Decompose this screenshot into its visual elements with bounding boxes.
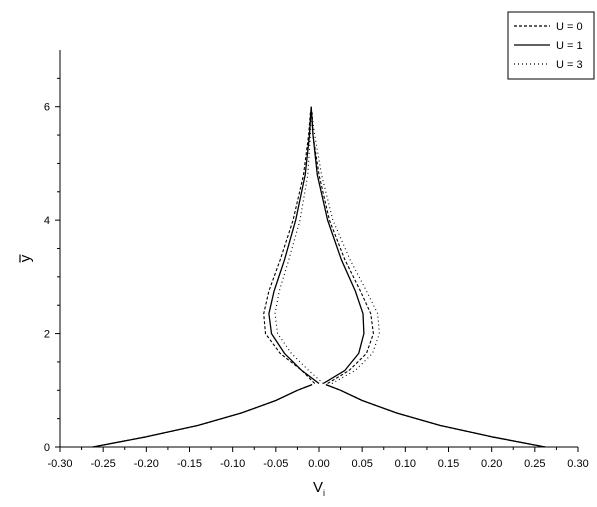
y-axis-title-group: y [17,254,34,263]
series-3-curve-2 [325,384,546,448]
x-tick-label: -0.05 [263,458,288,470]
y-tick-label: 2 [44,329,50,341]
y-tick-label: 0 [44,442,50,454]
legend-label: U = 1 [556,40,583,52]
y-axis-ticks: 0 2 4 6 [44,77,60,454]
series-3-curve-1 [92,384,313,448]
series-2 [92,106,546,448]
series-2-curve-3 [268,106,320,385]
x-tick-label: -0.10 [220,458,245,470]
y-tick-label: 4 [44,215,50,227]
legend-label: U = 0 [556,21,583,33]
x-tick-label: 0.25 [524,458,545,470]
series-3-curve-4 [310,109,380,384]
series-3 [92,109,546,448]
x-tick-label: 0.05 [351,458,372,470]
x-tick-label: 0.10 [395,458,416,470]
x-axis-title-subscript: i [323,488,325,498]
y-tick-label: 6 [44,102,50,114]
x-tick-label: -0.30 [47,458,72,470]
legend: U = 0 U = 1 U = 3 [507,11,595,80]
series-3-curve-3 [274,109,324,384]
series-1-curve-1 [92,384,313,448]
series-layer [92,106,546,448]
series-1-curve-4 [311,112,374,384]
legend-label: U = 3 [556,59,583,71]
series-2-curve-2 [325,383,546,448]
series-1 [92,112,546,448]
x-axis-title: Vi [313,479,325,498]
x-tick-label: 0.20 [481,458,502,470]
x-axis-title-main: V [313,479,323,496]
series-2-curve-4 [310,106,365,385]
x-tick-label: 0.15 [438,458,459,470]
x-tick-label: 0.00 [308,458,329,470]
x-tick-label: -0.20 [134,458,159,470]
x-axis-ticks: -0.30 -0.25 -0.20 -0.15 -0.10 -0.05 0.00 0.05 0.… [47,447,589,470]
x-tick-label: -0.25 [91,458,116,470]
plot-area [59,50,578,448]
x-tick-label: 0.30 [567,458,588,470]
y-axis-title: y [17,254,34,262]
x-tick-label: -0.15 [177,458,202,470]
series-1-curve-3 [263,112,316,384]
series-1-curve-2 [325,384,546,448]
series-2-curve-1 [92,383,313,448]
